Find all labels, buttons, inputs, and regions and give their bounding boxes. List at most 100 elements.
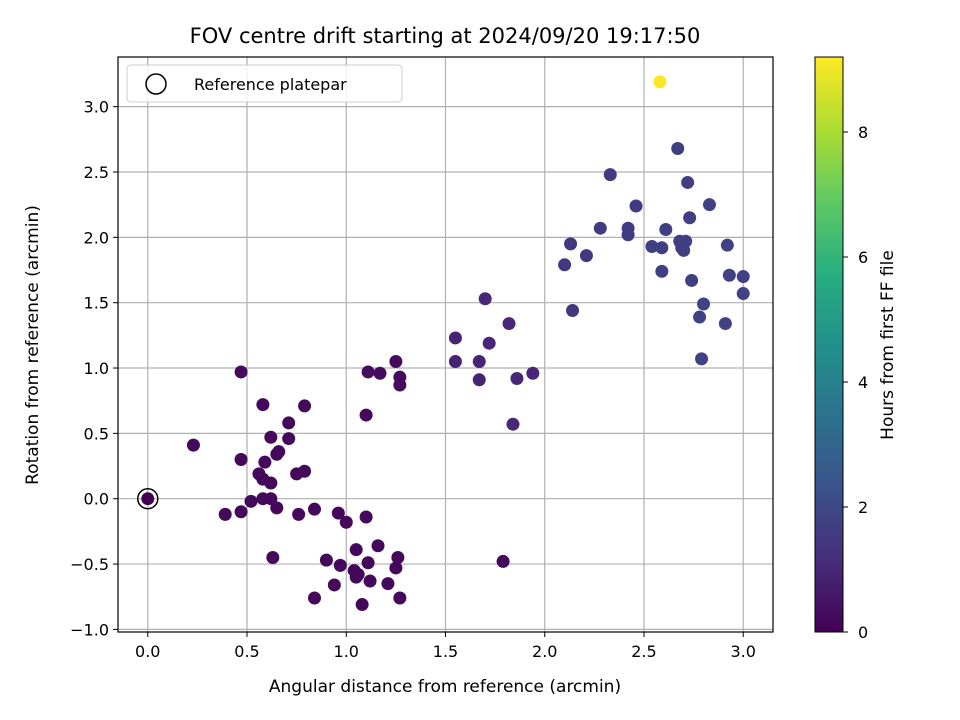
x-tick-label: 1.0 [334,642,359,661]
data-point [629,199,643,213]
colorbar-tick-label: 2 [858,498,868,517]
data-point [272,445,286,459]
data-point [282,416,296,430]
x-tick-label: 1.5 [433,642,458,661]
data-point [579,249,593,263]
legend-label: Reference platepar [194,75,347,94]
x-tick-label: 0.0 [135,642,160,661]
data-point [655,241,669,255]
data-point [496,554,510,568]
legend-box [126,64,403,103]
data-point [722,268,736,282]
data-points [137,75,750,612]
data-point [472,373,486,387]
colorbar: 0 2 4 6 8 Hours from first FF file [814,56,898,642]
legend-marker [145,73,167,95]
colorbar-tick-label: 4 [858,373,868,392]
data-point [331,506,345,520]
y-tick-label: 0.5 [84,424,109,443]
x-tick-label: 0.5 [234,642,259,661]
data-point [472,354,486,368]
data-point [298,464,312,478]
data-point [671,141,685,155]
data-point [327,578,341,592]
data-point [359,408,373,422]
data-point [359,510,373,524]
data-point [373,366,387,380]
y-axis-ticks: −1.0 −0.5 0.0 0.5 1.0 1.5 2.0 2.5 3.0 [70,98,118,639]
reference-marker [137,487,159,510]
data-point [264,476,278,490]
data-point [319,553,333,567]
x-axis-ticks: 0.0 0.5 1.0 1.5 2.0 2.5 3.0 [135,632,756,661]
data-point [292,507,306,521]
data-point [720,238,734,252]
data-point [234,505,248,519]
data-point [389,354,403,368]
data-point [653,75,667,89]
data-point [566,304,580,318]
data-point [603,168,617,182]
data-point [349,543,363,557]
chart-title: FOV centre drift starting at 2024/09/20 … [190,24,701,48]
data-point [693,310,707,324]
data-point [681,175,695,189]
data-point [363,574,377,588]
data-point [355,598,369,612]
data-point [593,221,607,235]
y-tick-label: 1.5 [84,294,109,313]
data-point [234,453,248,466]
data-point [558,258,572,272]
data-point [510,371,524,385]
data-point [371,539,385,553]
data-point [282,432,296,446]
data-point [683,211,697,225]
data-point [361,365,375,379]
data-point [448,331,462,345]
data-point [645,239,659,253]
data-point [391,551,405,565]
data-point [389,561,403,575]
y-tick-label: 1.0 [84,359,109,378]
y-tick-label: 3.0 [84,98,109,117]
data-point [186,438,200,452]
data-point [308,502,321,516]
data-point [393,591,407,605]
x-axis-label: Angular distance from reference (arcmin) [269,677,621,697]
data-point [244,494,258,508]
data-point [333,558,347,572]
y-tick-label: 0.0 [84,490,109,509]
y-tick-label: 2.0 [84,228,109,247]
y-tick-label: −0.5 [70,555,109,574]
data-point [256,398,270,412]
data-point [266,551,280,565]
data-point [234,365,248,379]
data-point [506,417,520,431]
legend: Reference platepar [126,64,403,103]
data-point [258,455,272,469]
data-point [270,501,284,515]
data-point [621,228,635,242]
x-tick-label: 2.5 [631,642,656,661]
data-point [448,354,462,368]
data-point [502,317,516,331]
colorbar-tick-label: 8 [858,123,868,142]
data-point [361,556,375,570]
data-point [695,352,709,366]
data-point [526,366,540,380]
x-tick-label: 2.0 [532,642,557,661]
grid [118,57,773,632]
data-point [655,264,669,278]
data-point [381,577,395,591]
reference-point [141,492,155,506]
data-point [351,568,365,581]
data-point [339,515,353,529]
data-point [736,287,750,301]
y-tick-label: −1.0 [70,620,109,639]
data-point [478,292,492,306]
data-point [298,399,312,413]
colorbar-tick-label: 0 [858,623,868,642]
data-point [264,430,278,444]
data-point [697,297,711,311]
